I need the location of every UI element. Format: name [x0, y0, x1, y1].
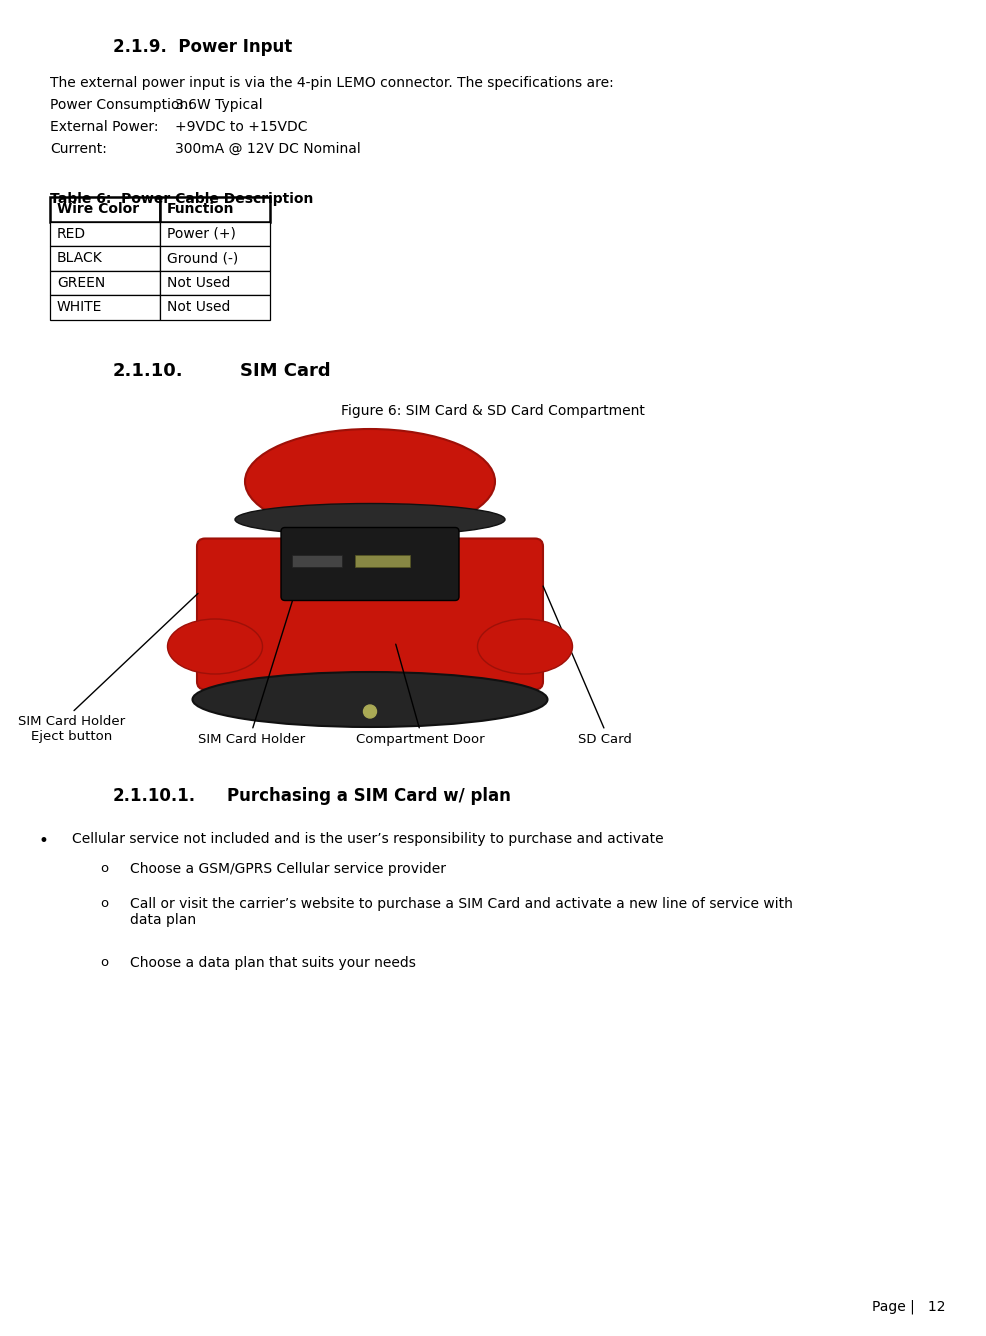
Text: 2.1.9.  Power Input: 2.1.9. Power Input — [113, 37, 292, 56]
Text: External Power:: External Power: — [50, 120, 159, 134]
FancyBboxPatch shape — [197, 538, 543, 689]
Text: Figure 6: SIM Card & SD Card Compartment: Figure 6: SIM Card & SD Card Compartment — [341, 403, 645, 418]
Bar — [160, 270, 270, 295]
Text: o: o — [100, 862, 108, 875]
Text: Cellular service not included and is the user’s responsibility to purchase and a: Cellular service not included and is the… — [72, 831, 664, 846]
Circle shape — [364, 705, 377, 717]
Bar — [160, 222, 270, 246]
Text: Ground (-): Ground (-) — [167, 251, 239, 266]
FancyBboxPatch shape — [281, 528, 459, 600]
Text: Wire Color: Wire Color — [57, 202, 139, 216]
Text: Page |   12: Page | 12 — [873, 1300, 946, 1315]
Bar — [50, 196, 160, 222]
Text: Current:: Current: — [50, 142, 106, 156]
Text: SD Card: SD Card — [578, 732, 632, 745]
Text: GREEN: GREEN — [57, 275, 106, 290]
Text: Power (+): Power (+) — [167, 227, 236, 240]
Text: o: o — [100, 896, 108, 910]
Text: 3.6W Typical: 3.6W Typical — [175, 98, 262, 112]
Bar — [355, 554, 410, 566]
Ellipse shape — [245, 429, 495, 534]
Bar — [130, 421, 610, 752]
Text: Function: Function — [167, 202, 235, 216]
Text: BLACK: BLACK — [57, 251, 103, 266]
Bar — [160, 246, 270, 270]
Ellipse shape — [477, 619, 573, 673]
Bar — [292, 554, 342, 566]
Text: Choose a GSM/GPRS Cellular service provider: Choose a GSM/GPRS Cellular service provi… — [130, 862, 446, 875]
Bar — [160, 295, 270, 319]
Text: Choose a data plan that suits your needs: Choose a data plan that suits your needs — [130, 955, 416, 970]
Ellipse shape — [235, 504, 505, 536]
Text: +9VDC to +15VDC: +9VDC to +15VDC — [175, 120, 308, 134]
Bar — [50, 295, 160, 319]
Text: Not Used: Not Used — [167, 301, 231, 314]
Bar — [50, 222, 160, 246]
Text: 300mA @ 12V DC Nominal: 300mA @ 12V DC Nominal — [175, 142, 361, 156]
Ellipse shape — [168, 619, 262, 673]
Bar — [50, 270, 160, 295]
Bar — [160, 196, 270, 222]
Text: 2.1.10.: 2.1.10. — [113, 362, 183, 379]
Text: o: o — [100, 955, 108, 969]
Text: SIM Card Holder: SIM Card Holder — [198, 732, 306, 745]
Text: •: • — [38, 831, 48, 850]
Text: Compartment Door: Compartment Door — [356, 732, 484, 745]
Text: Purchasing a SIM Card w/ plan: Purchasing a SIM Card w/ plan — [227, 787, 511, 804]
Text: The external power input is via the 4-pin LEMO connector. The specifications are: The external power input is via the 4-pi… — [50, 76, 613, 90]
Bar — [50, 246, 160, 270]
Text: SIM Card: SIM Card — [240, 362, 330, 379]
Ellipse shape — [192, 672, 547, 727]
Text: Power Consumption:: Power Consumption: — [50, 98, 193, 112]
Text: Call or visit the carrier’s website to purchase a SIM Card and activate a new li: Call or visit the carrier’s website to p… — [130, 896, 793, 927]
Text: SIM Card Holder
Eject button: SIM Card Holder Eject button — [19, 715, 125, 743]
Text: RED: RED — [57, 227, 86, 240]
Text: WHITE: WHITE — [57, 301, 103, 314]
Text: Not Used: Not Used — [167, 275, 231, 290]
Text: 2.1.10.1.: 2.1.10.1. — [113, 787, 196, 804]
Text: Table 6:  Power Cable Description: Table 6: Power Cable Description — [50, 192, 314, 206]
